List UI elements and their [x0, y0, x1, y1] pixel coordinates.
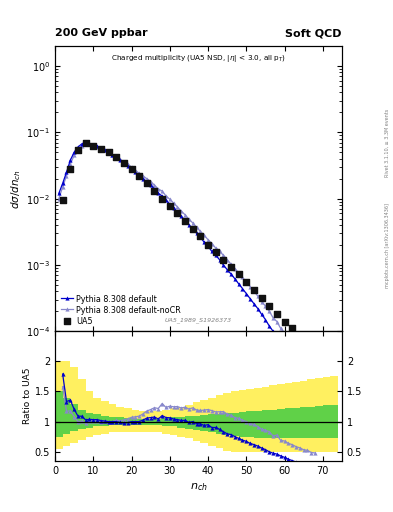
UA5	[189, 225, 196, 233]
Pythia 8.308 default-noCR	[313, 369, 318, 375]
Line: Pythia 8.308 default-noCR: Pythia 8.308 default-noCR	[57, 142, 317, 374]
UA5	[289, 325, 295, 333]
UA5	[113, 153, 119, 161]
Text: Charged multiplicity (UA5 NSD, $|\eta|$ < 3.0, all p$_T$): Charged multiplicity (UA5 NSD, $|\eta|$ …	[111, 53, 286, 64]
UA5	[251, 286, 257, 294]
Pythia 8.308 default	[282, 344, 287, 350]
X-axis label: $n_{ch}$: $n_{ch}$	[189, 481, 208, 493]
UA5	[197, 232, 204, 241]
UA5	[235, 270, 242, 279]
UA5	[281, 317, 288, 326]
UA5	[98, 144, 104, 153]
Pythia 8.308 default	[320, 400, 325, 407]
UA5	[167, 202, 173, 210]
UA5	[297, 332, 303, 340]
Pythia 8.308 default	[286, 350, 291, 356]
Pythia 8.308 default	[95, 143, 99, 149]
UA5	[59, 196, 66, 204]
UA5	[67, 165, 73, 173]
Pythia 8.308 default	[83, 140, 88, 146]
Line: Pythia 8.308 default: Pythia 8.308 default	[57, 140, 325, 406]
UA5	[213, 248, 219, 257]
Text: Rivet 3.1.10, ≥ 3.3M events: Rivet 3.1.10, ≥ 3.3M events	[385, 109, 390, 178]
Pythia 8.308 default-noCR	[57, 196, 61, 202]
UA5	[75, 145, 81, 154]
Pythia 8.308 default-noCR	[209, 241, 214, 247]
UA5	[220, 255, 226, 264]
UA5	[320, 355, 326, 363]
Pythia 8.308 default-noCR	[167, 196, 172, 202]
Pythia 8.308 default-noCR	[290, 339, 294, 346]
Text: mcplots.cern.ch [arXiv:1306.3436]: mcplots.cern.ch [arXiv:1306.3436]	[385, 203, 390, 288]
UA5	[205, 241, 211, 249]
Pythia 8.308 default-noCR	[118, 156, 122, 162]
Y-axis label: Ratio to UA5: Ratio to UA5	[23, 368, 32, 424]
Text: Soft QCD: Soft QCD	[285, 28, 342, 38]
UA5	[159, 195, 165, 203]
UA5	[174, 209, 180, 218]
Pythia 8.308 default	[141, 176, 145, 182]
UA5	[304, 339, 310, 348]
Pythia 8.308 default	[121, 160, 126, 166]
Pythia 8.308 default-noCR	[206, 237, 210, 243]
Text: UA5_1989_S1926373: UA5_1989_S1926373	[165, 317, 232, 323]
UA5	[144, 179, 150, 187]
Pythia 8.308 default-noCR	[83, 141, 88, 147]
UA5	[129, 165, 135, 173]
Text: 200 GeV ppbar: 200 GeV ppbar	[55, 28, 148, 38]
UA5	[83, 139, 89, 147]
Pythia 8.308 default	[57, 190, 61, 197]
UA5	[121, 158, 127, 166]
Pythia 8.308 default-noCR	[121, 159, 126, 165]
Y-axis label: $d\sigma/dn_{ch}$: $d\sigma/dn_{ch}$	[9, 168, 23, 208]
UA5	[266, 302, 272, 310]
UA5	[151, 187, 158, 195]
UA5	[228, 263, 234, 271]
Pythia 8.308 default	[206, 243, 210, 249]
UA5	[327, 362, 334, 370]
Legend: Pythia 8.308 default, Pythia 8.308 default-noCR, UA5: Pythia 8.308 default, Pythia 8.308 defau…	[59, 293, 182, 327]
UA5	[182, 217, 188, 225]
UA5	[259, 293, 265, 302]
UA5	[274, 310, 280, 318]
UA5	[312, 347, 318, 355]
UA5	[243, 278, 250, 286]
UA5	[105, 148, 112, 156]
UA5	[90, 141, 96, 150]
UA5	[136, 172, 142, 180]
